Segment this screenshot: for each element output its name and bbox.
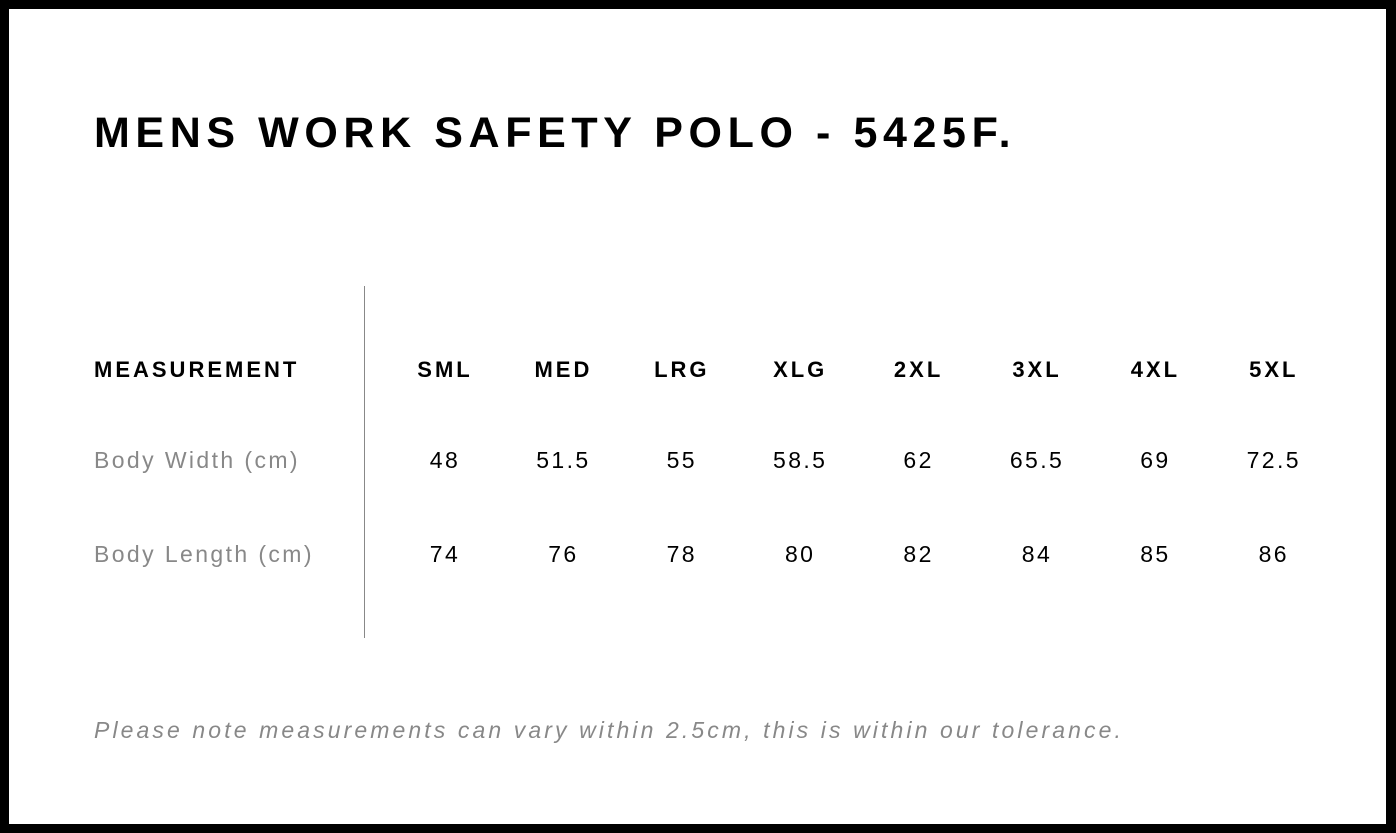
size-header: 3XL <box>1012 357 1062 382</box>
table-cell: 84 <box>1021 541 1053 567</box>
table-cell: 86 <box>1258 541 1289 567</box>
table-cell: 78 <box>666 541 697 567</box>
size-header: MED <box>534 357 593 382</box>
column-divider <box>364 286 365 638</box>
tolerance-note: Please note measurements can vary within… <box>94 717 1125 743</box>
row-label-body-width: Body Width (cm) <box>94 447 300 473</box>
table-cell: 55 <box>666 447 697 473</box>
table-cell: 80 <box>784 541 816 567</box>
page-title: MENS WORK SAFETY POLO - 5425F. <box>94 109 1017 157</box>
table-cell: 76 <box>548 541 579 567</box>
table-cell: 82 <box>903 541 934 567</box>
size-header: 4XL <box>1130 357 1181 382</box>
size-chart-card: MENS WORK SAFETY POLO - 5425F. MEASUREME… <box>9 9 1386 824</box>
table-cell: 65.5 <box>1009 447 1065 473</box>
table-cell: 62 <box>903 447 934 473</box>
table-cell: 51.5 <box>536 447 591 473</box>
size-header: 2XL <box>893 357 944 382</box>
table-cell: 69 <box>1140 447 1171 473</box>
table-cell: 74 <box>429 541 461 567</box>
row-label-body-length: Body Length (cm) <box>94 541 314 567</box>
table-cell: 48 <box>429 447 461 473</box>
table-cell: 58.5 <box>773 447 828 473</box>
measurement-header: MEASUREMENT <box>94 357 300 382</box>
size-header: LRG <box>654 357 710 382</box>
size-header: SML <box>417 357 473 382</box>
size-header: XLG <box>773 357 828 382</box>
table-cell: 72.5 <box>1246 447 1301 473</box>
table-cell: 85 <box>1140 541 1171 567</box>
size-header: 5XL <box>1249 357 1299 382</box>
